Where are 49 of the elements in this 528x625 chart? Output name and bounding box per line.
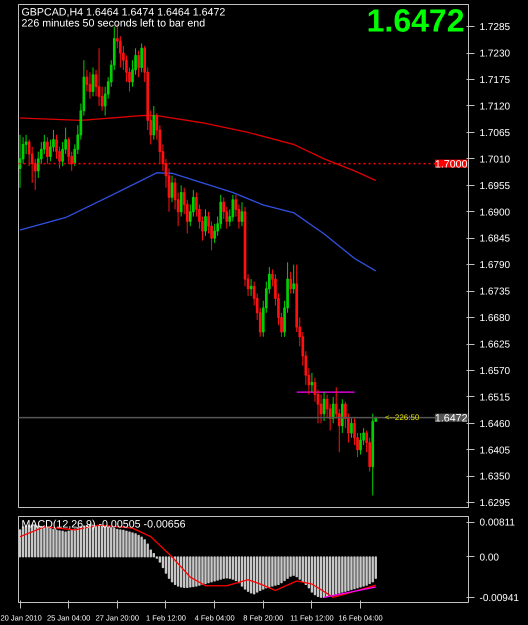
candlestick — [88, 72, 92, 100]
chart-title: GBPCAD,H4 1.6464 1.6474 1.6464 1.6472 — [22, 6, 226, 18]
candlestick — [140, 42, 143, 73]
text: 226 minutes 50 seconds left to bar end — [22, 18, 206, 30]
annotation: 1.6472 — [366, 2, 464, 38]
ref-line-label: 1.6472 — [434, 412, 468, 425]
y-tick-label: 0.00811 — [480, 518, 516, 529]
y-tick-label: 0.00 — [480, 552, 500, 564]
y-tick-label: 1.6900 — [480, 207, 511, 218]
y-tick-label: 1.7120 — [480, 101, 511, 112]
candlestick — [310, 372, 314, 393]
candlestick — [240, 202, 244, 227]
candlestick — [322, 392, 326, 422]
y-tick-label: 1.6350 — [480, 472, 511, 483]
y-tick-label: 1.6845 — [480, 234, 511, 245]
candlestick — [18, 134, 22, 188]
candlestick — [137, 50, 140, 78]
y-tick-label: 1.6405 — [480, 445, 511, 456]
y-tick-label: 1.6295 — [480, 498, 511, 510]
y-tick-label: 1.7285 — [480, 22, 511, 34]
candlestick — [170, 175, 174, 203]
y-tick-label: 1.6460 — [480, 418, 511, 430]
y-tick-label: 1.6790 — [480, 260, 511, 272]
candlestick — [350, 418, 353, 438]
y-tick-label: 1.6735 — [480, 286, 511, 298]
candlestick — [180, 184, 183, 218]
line-series — [19, 172, 376, 272]
candlestick — [204, 208, 207, 236]
y-tick-label: 1.6625 — [480, 340, 511, 350]
candlestick — [232, 194, 234, 222]
y-tick-label: 1.6570 — [480, 366, 511, 377]
candlestick — [289, 271, 292, 294]
line-series — [19, 114, 376, 182]
candlestick — [92, 66, 94, 97]
y-tick-label: 1.7230 — [480, 48, 511, 60]
y-tick-label: 1.7010 — [480, 154, 511, 166]
annotation: <--226:50 — [384, 413, 420, 422]
candlestick — [320, 394, 322, 424]
candlestick — [250, 278, 252, 296]
y-tick-label: 1.7175 — [480, 75, 511, 86]
y-tick-label: 1.6955 — [480, 180, 511, 192]
candlestick — [152, 105, 156, 140]
y-tick-label: 1.7065 — [480, 128, 511, 139]
candlestick — [292, 264, 296, 294]
y-tick-label: 1.6680 — [480, 313, 511, 324]
y-tick-label: -0.00941 — [480, 592, 520, 604]
candlestick — [46, 136, 49, 164]
y-tick-label: 1.6515 — [480, 392, 511, 404]
candlestick — [359, 432, 362, 456]
